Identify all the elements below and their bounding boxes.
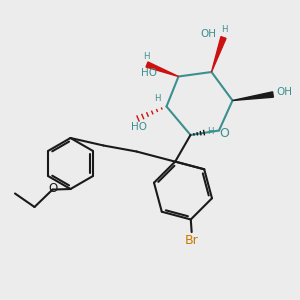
Text: H: H xyxy=(143,52,150,61)
Polygon shape xyxy=(212,37,226,72)
Text: OH: OH xyxy=(277,86,292,97)
Text: HO: HO xyxy=(131,122,148,132)
Text: O: O xyxy=(49,182,58,195)
Text: O: O xyxy=(220,127,229,140)
Text: Br: Br xyxy=(185,234,199,247)
Text: H: H xyxy=(221,25,228,34)
Polygon shape xyxy=(146,62,178,76)
Text: H: H xyxy=(207,127,214,136)
Text: HO: HO xyxy=(141,68,158,78)
Text: H: H xyxy=(154,94,161,103)
Polygon shape xyxy=(232,92,273,100)
Text: OH: OH xyxy=(200,29,216,39)
